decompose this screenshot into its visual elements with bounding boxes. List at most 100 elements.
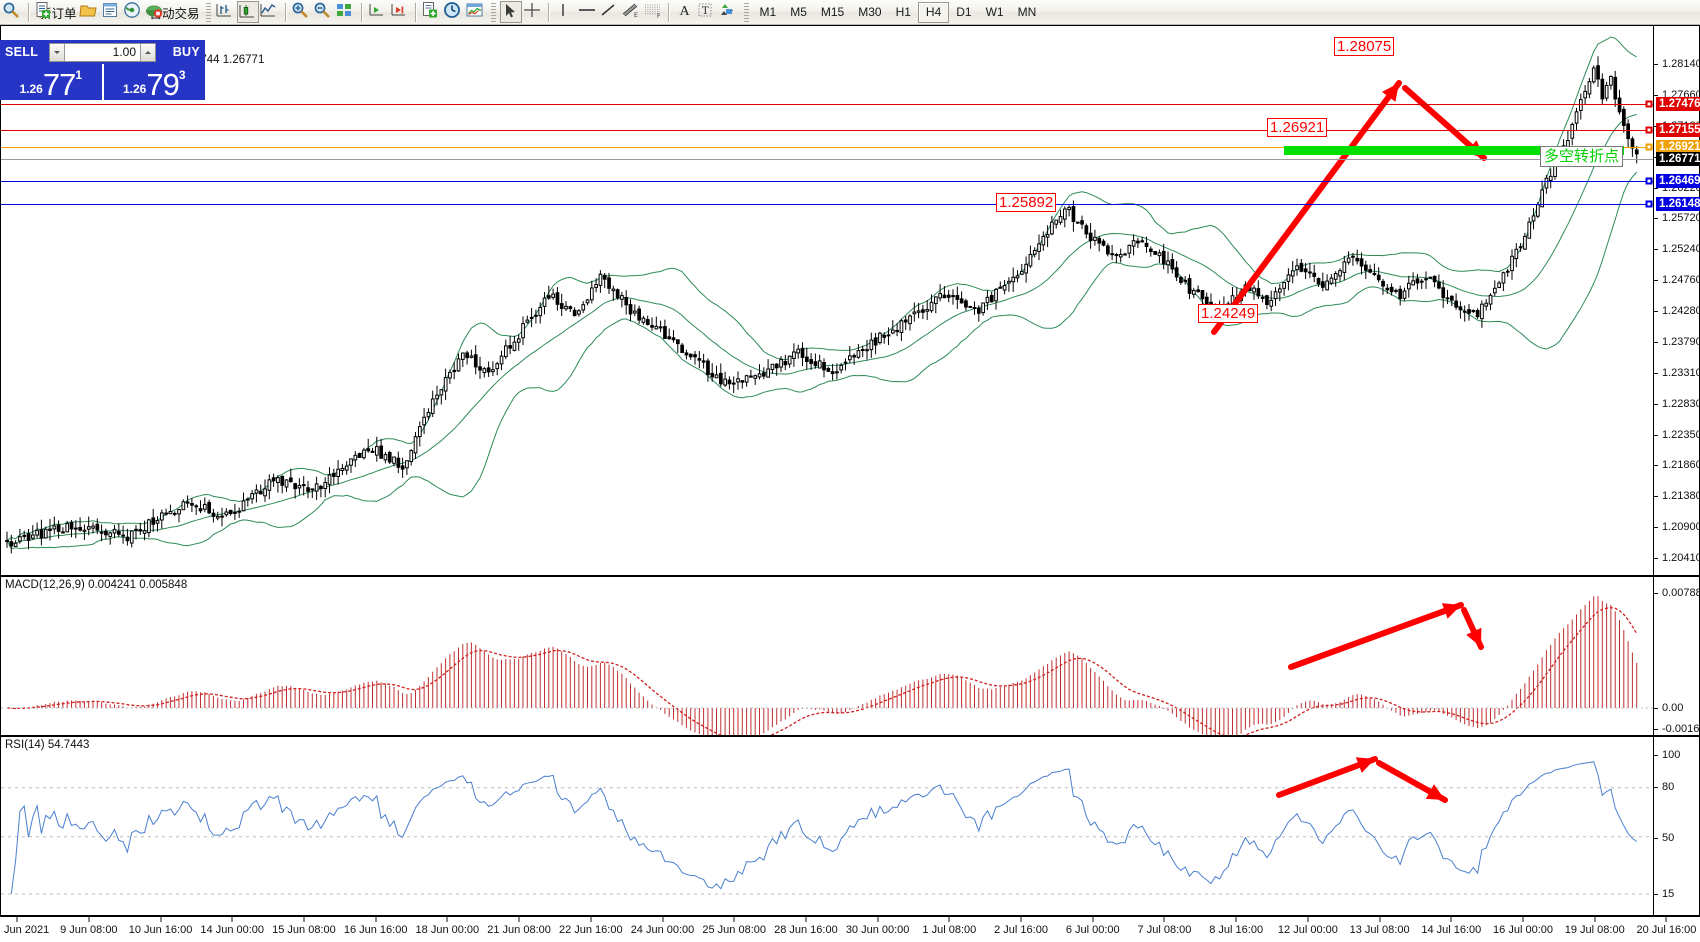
annotation-1-25892[interactable]: 1.25892	[996, 193, 1057, 212]
indicators-icon[interactable]	[421, 1, 443, 23]
buy-price[interactable]: 1.26 79 3	[104, 64, 206, 100]
timeframe-m15-button[interactable]: M15	[820, 5, 845, 19]
macd-tick: -0.001638	[1654, 723, 1700, 735]
annotation-1-26921[interactable]: 1.26921	[1267, 118, 1328, 137]
auto-trading-button[interactable]: 自动交易	[145, 1, 202, 23]
volume-input[interactable]: 1.00	[112, 45, 136, 59]
cursor-icon[interactable]	[499, 1, 522, 23]
level-line-1-27476[interactable]	[1, 104, 1653, 105]
templates-icon[interactable]	[465, 1, 487, 23]
price-level-label[interactable]: 1.26469	[1656, 174, 1700, 188]
time-tick: 24 Jun 00:00	[630, 924, 695, 936]
price-level-label[interactable]: 1.27155	[1656, 123, 1700, 137]
price-scale[interactable]: 1.281401.276601.271801.267001.262201.257…	[1654, 26, 1700, 575]
rsi-pane[interactable]: RSI(14) 54.7443 100 80 50 15	[0, 736, 1700, 916]
time-tick: 25 Jun 08:00	[702, 924, 767, 936]
time-tick: 16 Jul 00:00	[1493, 924, 1553, 936]
time-tick: 15 Jun 08:00	[272, 924, 336, 936]
auto-scroll-icon[interactable]	[367, 1, 389, 23]
bar-chart-icon[interactable]	[215, 1, 237, 23]
svg-text:E: E	[634, 12, 638, 19]
time-tick: 7 Jul 08:00	[1137, 924, 1192, 936]
zoom-in-icon[interactable]	[291, 1, 313, 23]
price-level-label[interactable]: 1.26921	[1656, 140, 1700, 154]
price-chart-pane[interactable]: USDCAD-,H4 1.26786 1.26799 1.26744 1.267…	[0, 25, 1700, 576]
level-handle-1-26469[interactable]	[1645, 177, 1653, 185]
level-line-1-26921[interactable]	[1, 147, 1653, 148]
price-chart-canvas[interactable]: USDCAD-,H4 1.26786 1.26799 1.26744 1.267…	[1, 26, 1699, 575]
price-level-label[interactable]: 1.26148	[1656, 197, 1700, 211]
price-level-label[interactable]: 1.26771	[1656, 152, 1700, 166]
time-tick: 1 Jul 08:00	[922, 924, 977, 936]
level-line-1-26469[interactable]	[1, 181, 1653, 182]
time-axis[interactable]: Jun 2021 9 Jun 08:00 10 Jun 16:00 14 Jun 00…	[0, 916, 1700, 942]
timeframe-d1-button[interactable]: D1	[956, 5, 972, 19]
sell-button[interactable]: SELL	[5, 45, 39, 59]
buy-button[interactable]: BUY	[172, 45, 200, 59]
level-handle-1-26148[interactable]	[1645, 200, 1653, 208]
price-series-svg	[5, 36, 1639, 554]
vertical-line-icon[interactable]	[554, 1, 576, 23]
level-line-1-27155[interactable]	[1, 130, 1653, 131]
zoom-out-icon[interactable]	[313, 1, 335, 23]
text-icon[interactable]: A	[679, 4, 690, 19]
annotation-1-28075[interactable]: 1.28075	[1334, 37, 1395, 56]
rsi-canvas[interactable]: RSI(14) 54.7443	[1, 737, 1699, 915]
turning-point-note[interactable]: 多空转折点	[1540, 146, 1624, 167]
new-order-button[interactable]: 新订单	[34, 1, 79, 23]
timeframe-h1-button[interactable]: H1	[895, 5, 911, 19]
level-line-1-26148[interactable]	[1, 204, 1653, 205]
periods-icon[interactable]	[443, 1, 465, 23]
one-click-trading-panel[interactable]: SELL 1.00 BUY 1.26 77 1 1.26 79 3	[0, 40, 205, 100]
toolbar-grip-3[interactable]	[743, 2, 749, 22]
objects-icon[interactable]	[718, 1, 740, 23]
level-handle-1-27476[interactable]	[1645, 100, 1653, 108]
crosshair-icon[interactable]	[522, 1, 544, 23]
timeframe-m5-button[interactable]: M5	[790, 5, 807, 19]
rsi-tick: 50	[1654, 832, 1674, 844]
timeframe-h4-button[interactable]: H4	[917, 1, 950, 23]
text-label-icon[interactable]: T	[696, 1, 718, 23]
rsi-scale[interactable]: 100 80 50 15	[1654, 737, 1700, 915]
chart-shift-end-icon[interactable]	[389, 1, 411, 23]
timeframe-m30-button[interactable]: M30	[858, 5, 882, 19]
level-handle-1-27155[interactable]	[1645, 126, 1653, 134]
volume-stepper[interactable]: 1.00	[49, 42, 156, 62]
macd-canvas[interactable]: MACD(12,26,9) 0.004241 0.005848	[1, 577, 1699, 735]
price-level-label[interactable]: 1.27476	[1656, 97, 1700, 111]
data-window-icon[interactable]	[101, 1, 123, 23]
navigator-icon[interactable]	[123, 1, 145, 23]
sell-price-prefix: 1.26	[19, 82, 43, 96]
toolbar-grip-2[interactable]	[490, 2, 496, 22]
trendline-icon[interactable]	[598, 1, 620, 23]
buy-price-big: 79	[146, 67, 179, 102]
timeframe-m1-button[interactable]: M1	[759, 5, 777, 19]
price-tick: 1.21860	[1654, 459, 1700, 471]
fibonacci-icon[interactable]: F	[642, 1, 664, 23]
candlestick-chart-icon[interactable]	[236, 1, 259, 23]
annotation-1-24249[interactable]: 1.24249	[1198, 304, 1259, 323]
timeframe-mn-button[interactable]: MN	[1017, 5, 1037, 19]
sell-price[interactable]: 1.26 77 1	[0, 64, 104, 100]
svg-text:T: T	[702, 6, 709, 17]
trade-panel-header: SELL 1.00 BUY	[0, 40, 205, 64]
line-chart-icon[interactable]	[259, 1, 281, 23]
volume-increment-button[interactable]	[140, 43, 155, 61]
equidistant-channel-icon[interactable]: E	[620, 1, 642, 23]
level-handle-1-26921[interactable]	[1645, 143, 1653, 151]
macd-scale[interactable]: 0.007883 0.00 -0.001638	[1654, 577, 1700, 735]
zoom-search-icon[interactable]	[2, 1, 24, 23]
toolbar-grip[interactable]	[205, 2, 211, 22]
price-tick: 1.24280	[1654, 305, 1700, 317]
macd-pane[interactable]: MACD(12,26,9) 0.004241 0.005848 0.007883…	[0, 576, 1700, 736]
horizontal-line-icon[interactable]	[576, 1, 598, 23]
chart-shift-icon[interactable]	[335, 1, 357, 23]
volume-decrement-button[interactable]	[50, 43, 65, 61]
sell-price-big: 77	[42, 67, 76, 102]
time-tick: 22 Jun 16:00	[558, 924, 623, 936]
market-watch-icon[interactable]	[78, 1, 101, 23]
timeframe-w1-button[interactable]: W1	[985, 5, 1004, 19]
auto-trading-label: 自动交易	[149, 6, 200, 21]
buy-price-prefix: 1.26	[122, 82, 147, 96]
price-tick: 1.22350	[1654, 429, 1700, 441]
